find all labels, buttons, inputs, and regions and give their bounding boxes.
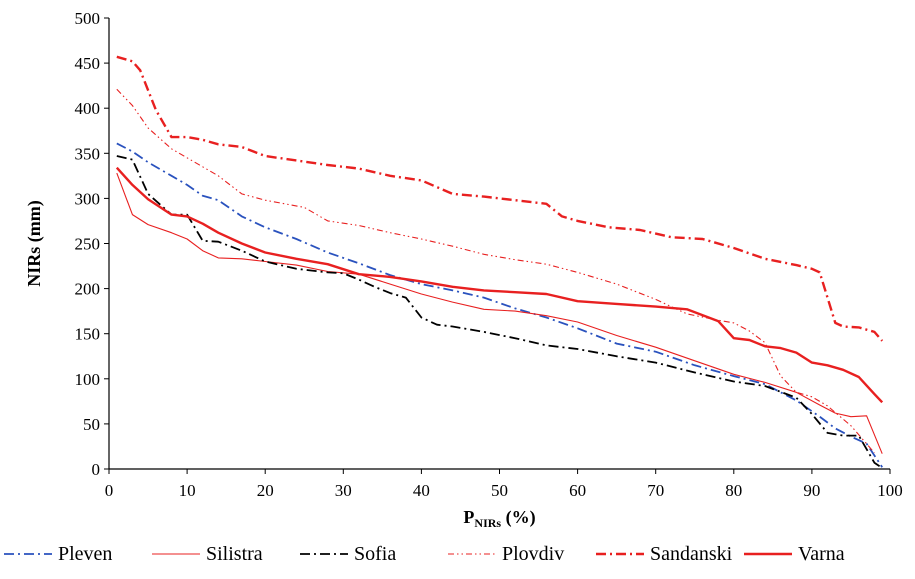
legend-label: Silistra xyxy=(206,543,263,565)
legend-item-silistra: Silistra xyxy=(152,543,263,565)
axes: 0 50 100 150 200 250 300 350 400 450 500 0 10 20 30 40 5… xyxy=(24,9,903,530)
legend-label: Plovdiv xyxy=(502,543,564,565)
series-line-plovdiv xyxy=(116,88,875,454)
legend-label: Pleven xyxy=(58,543,112,565)
legend-item-sandanski: Sandanski xyxy=(596,543,733,565)
y-tick-label: 100 xyxy=(75,370,101,389)
legend-item-pleven: Pleven xyxy=(4,543,112,565)
x-axis-title: PNIRs (%) xyxy=(463,507,535,530)
x-tick-label: 20 xyxy=(257,481,274,500)
y-tick-label: 150 xyxy=(75,325,101,344)
x-tick-label: 70 xyxy=(647,481,664,500)
y-tick-label: 400 xyxy=(75,99,101,118)
legend-item-sofia: Sofia xyxy=(300,543,396,565)
y-tick-label: 350 xyxy=(75,144,101,163)
legend: Pleven Silistra Sofia Plovdiv Sandanski Varna xyxy=(4,543,845,565)
x-tick-label: 30 xyxy=(335,481,352,500)
legend-label: Sofia xyxy=(354,543,396,565)
x-tick-label: 50 xyxy=(491,481,508,500)
y-tick-label: 300 xyxy=(75,189,101,208)
x-tick-label: 10 xyxy=(179,481,196,500)
legend-item-plovdiv: Plovdiv xyxy=(448,543,564,565)
y-tick-label: 250 xyxy=(75,235,101,254)
x-tick-label: 40 xyxy=(413,481,430,500)
series-line-sofia xyxy=(116,155,883,469)
series-line-varna xyxy=(115,166,884,404)
x-tick-label: 90 xyxy=(803,481,820,500)
series-line-silistra xyxy=(116,172,883,454)
x-tick-label: 100 xyxy=(877,481,903,500)
y-tick-label: 200 xyxy=(75,280,101,299)
x-tick-label: 80 xyxy=(725,481,742,500)
legend-item-varna: Varna xyxy=(744,543,845,565)
y-tick-label: 0 xyxy=(92,460,101,479)
series-line-pleven xyxy=(116,142,883,468)
x-tick-label: 60 xyxy=(569,481,586,500)
series-lines xyxy=(115,55,884,469)
series-line-sandanski xyxy=(116,55,884,342)
y-tick-label: 50 xyxy=(83,415,100,434)
y-tick-label: 450 xyxy=(75,54,101,73)
x-tick-label: 0 xyxy=(105,481,114,500)
y-axis-title: NIRs (mm) xyxy=(24,200,45,286)
legend-label: Varna xyxy=(798,543,845,565)
y-tick-label: 500 xyxy=(75,9,101,28)
legend-label: Sandanski xyxy=(650,543,733,565)
